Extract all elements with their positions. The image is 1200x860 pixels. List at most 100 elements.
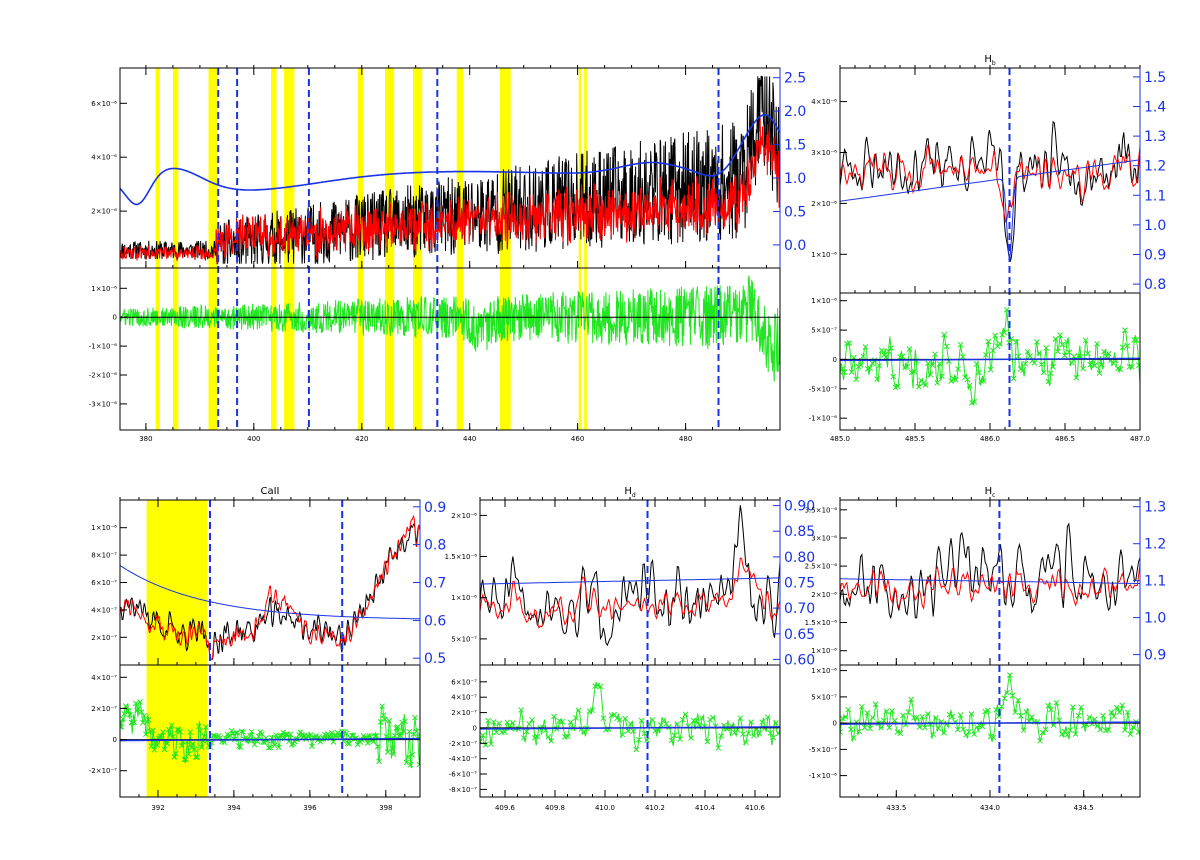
y-tick-label: 3×10⁻⁶ (811, 149, 837, 157)
y-tick-label: 1×10⁻⁶ (91, 524, 117, 532)
mask-band-9 (499, 68, 511, 430)
residual-line (120, 275, 780, 382)
x-tick-label: 420 (355, 435, 368, 443)
y-tick-label: 4×10⁻⁶ (91, 154, 117, 162)
y-tick-label: 1×10⁻⁶ (811, 647, 837, 655)
continuum-ratio-line (840, 159, 1140, 259)
right-y-tick-label: 0.9 (424, 500, 446, 516)
resid-y-tick-label: 2×10⁻⁷ (91, 705, 117, 713)
residual-line (840, 309, 1140, 406)
residual-markers (840, 672, 1140, 744)
x-tick-label: 392 (151, 804, 164, 812)
resid-y-tick-label: -2×10⁻⁶ (89, 372, 117, 380)
model-spectrum-line (840, 563, 1140, 610)
right-y-tick-label: 2.5 (784, 71, 806, 87)
resid-y-tick-label: 6×10⁻⁷ (451, 678, 477, 686)
panel-caii: 392 394 396 398 2×10⁻⁷ 4×10⁻⁷ 6×10⁻⁷ 8×10⁻⁷ 1×10… (89, 486, 447, 812)
right-y-tick-label: 0.80 (784, 550, 815, 566)
residual-markers (480, 682, 780, 753)
y-tick-label: 3.5×10⁻⁶ (805, 506, 838, 514)
x-tick-label: 486.5 (1055, 435, 1075, 443)
right-y-tick-label: 0.60 (784, 652, 815, 668)
right-y-tick-label: 0.85 (784, 524, 815, 540)
x-tick-label: 440 (463, 435, 476, 443)
resid-y-tick-label: 1×10⁻⁶ (91, 285, 117, 293)
x-tick-label: 487.0 (1130, 435, 1150, 443)
mask-band-8 (456, 68, 464, 430)
right-y-tick-label: 1.3 (1144, 129, 1166, 145)
right-y-tick-label: 0.90 (784, 499, 815, 515)
panel-title: Hb (984, 54, 996, 67)
x-tick-label: 485.0 (830, 435, 850, 443)
resid-y-tick-label: 0 (113, 736, 117, 744)
right-y-tick-label: 1.5 (1144, 70, 1166, 86)
resid-y-tick-label: 1×10⁻⁶ (811, 297, 837, 305)
right-y-tick-label: 1.5 (784, 138, 806, 154)
right-y-tick-label: 1.2 (1144, 159, 1166, 175)
mask-band-7 (413, 68, 423, 430)
resid-y-tick-label: 4×10⁻⁷ (451, 694, 477, 702)
x-tick-label: 410.4 (695, 804, 716, 812)
residual-trend-line (840, 357, 1140, 362)
right-y-tick-label: 0.6 (424, 613, 446, 629)
right-y-tick-label: 0.7 (424, 576, 446, 592)
panel-hd: 409.6 409.8 410.0 410.2 410.4 410.6 5×10⁻⁷ 1×10… (445, 486, 816, 812)
panel-title-subscript: b (992, 60, 996, 67)
mask-band-6 (385, 68, 395, 430)
y-tick-label: 1.5×10⁻⁶ (805, 619, 838, 627)
panel-title: Hd (624, 486, 636, 499)
panel-hb: 485.0 485.5 486.0 486.5 487.0 1×10⁻⁶ 2×10⁻⁶ 3×1… (809, 54, 1167, 443)
resid-y-tick-label: -2×10⁻⁷ (89, 767, 117, 775)
y-tick-label: 2×10⁻⁶ (811, 200, 837, 208)
x-tick-label: 398 (379, 804, 392, 812)
resid-y-tick-label: 5×10⁻⁷ (811, 327, 837, 335)
y-tick-label: 4×10⁻⁶ (811, 98, 837, 106)
x-tick-label: 400 (247, 435, 260, 443)
right-y-tick-label: 1.2 (1144, 537, 1166, 553)
right-y-tick-label: 1.0 (1144, 218, 1166, 234)
resid-y-tick-label: 1×10⁻⁶ (811, 667, 837, 675)
continuum-ratio-line (840, 578, 1140, 584)
mask-band-1 (172, 68, 179, 430)
observed-spectrum-line (480, 505, 780, 647)
panel-title-subscript: d (632, 492, 636, 499)
mask-band-11 (584, 68, 587, 430)
continuum-ratio-line (120, 113, 780, 206)
x-tick-label: 486.0 (980, 435, 1000, 443)
right-y-tick-label: 1.4 (1144, 100, 1166, 116)
x-tick-label: 409.8 (545, 804, 565, 812)
y-tick-label: 1×10⁻⁶ (451, 594, 477, 602)
y-tick-label: 6×10⁻⁶ (91, 100, 117, 108)
x-tick-label: 434.5 (1074, 804, 1094, 812)
panel-hc: 433.5 434.0 434.5 1×10⁻⁶ 1.5×10⁻⁶ 2×10⁻⁶ 2.5×1… (805, 486, 1167, 812)
right-y-tick-label: 1.3 (1144, 500, 1166, 516)
x-tick-label: 460 (571, 435, 584, 443)
model-spectrum-line (840, 144, 1140, 223)
residual-trend-line (480, 726, 780, 730)
mask-band-0 (155, 68, 160, 430)
continuum-ratio-line (480, 577, 780, 585)
x-tick-label: 380 (139, 435, 152, 443)
observed-spectrum-line (120, 522, 420, 660)
right-y-tick-label: 0.65 (784, 627, 815, 643)
right-y-tick-label: 0.0 (784, 238, 806, 254)
right-y-tick-label: 0.70 (784, 601, 815, 617)
y-tick-label: 2×10⁻⁶ (451, 512, 477, 520)
resid-y-tick-label: -6×10⁻⁷ (449, 771, 477, 779)
x-tick-label: 409.6 (495, 804, 516, 812)
x-tick-label: 410.0 (595, 804, 615, 812)
resid-y-tick-label: 0 (833, 356, 837, 364)
y-tick-label: 6×10⁻⁷ (91, 579, 117, 587)
y-tick-label: 2×10⁻⁶ (811, 591, 837, 599)
residual-trend-line (840, 721, 1140, 725)
resid-y-tick-label: -3×10⁻⁶ (89, 400, 117, 408)
y-tick-label: 8×10⁻⁷ (91, 552, 117, 560)
resid-y-tick-label: 0 (833, 720, 837, 728)
resid-y-tick-label: -1×10⁻⁶ (809, 772, 837, 780)
y-tick-label: 4×10⁻⁷ (91, 606, 117, 614)
observed-spectrum-line (840, 120, 1140, 262)
model-spectrum-line (120, 117, 780, 264)
y-tick-label: 2×10⁻⁷ (91, 634, 117, 642)
right-y-tick-label: 1.0 (784, 171, 806, 187)
resid-y-tick-label: 0 (473, 724, 477, 732)
